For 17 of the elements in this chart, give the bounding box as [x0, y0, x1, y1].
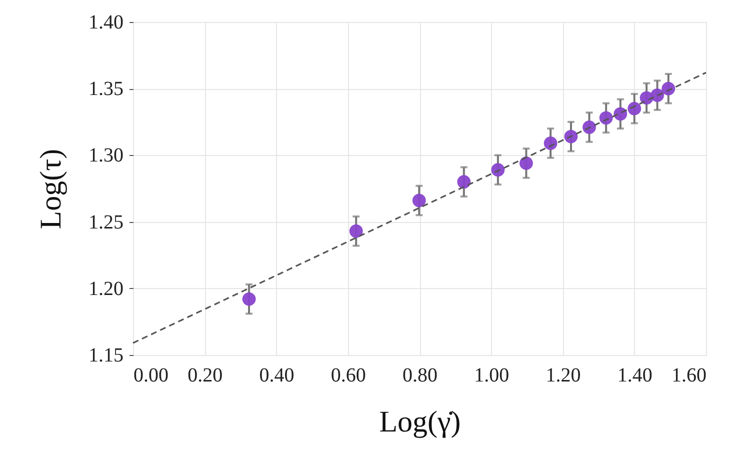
x-tick-label: 0.40: [259, 364, 294, 386]
x-tick-label: 1.20: [546, 364, 581, 386]
x-axis-title: Log(γ̇): [379, 406, 461, 438]
x-tick-label: 1.40: [617, 364, 652, 386]
x-tick-label: 1.60: [672, 364, 706, 386]
y-tick-label: 1.35: [88, 78, 124, 100]
y-tick-label: 1.30: [88, 144, 124, 167]
y-tick-label: 1.40: [88, 12, 124, 34]
x-tick-label: 0.60: [330, 364, 366, 386]
x-tick-label: 1.00: [474, 364, 510, 386]
y-tick-label: 1.25: [88, 211, 124, 234]
x-tick-label: 0.80: [402, 364, 438, 386]
x-tick-label: 0.20: [188, 364, 223, 386]
y-axis-title: Log(τ): [34, 148, 68, 230]
y-tick-label: 1.15: [88, 344, 124, 366]
y-tick-label: 1.20: [88, 278, 124, 300]
x-tick-label: 0.00: [134, 364, 168, 386]
